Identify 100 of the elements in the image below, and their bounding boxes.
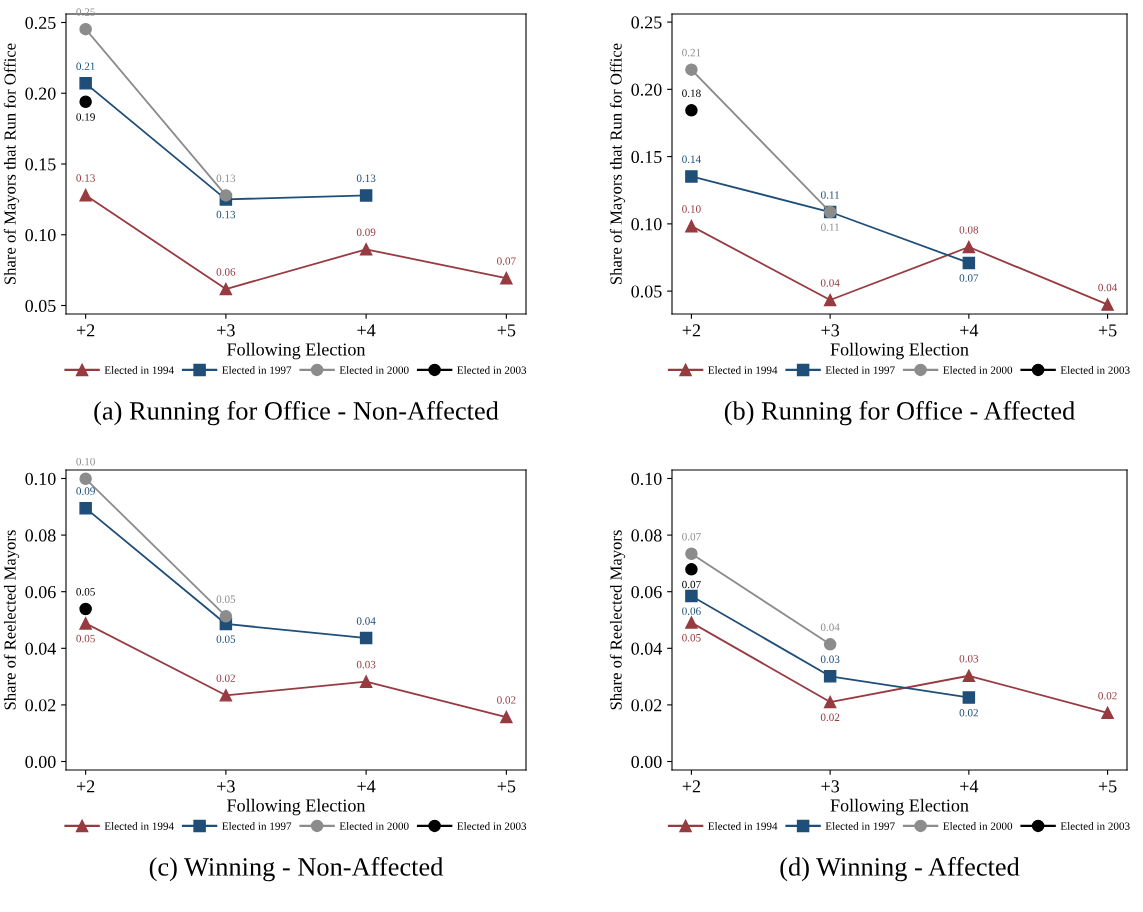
text: (c) Winning - Non-Affected — [149, 857, 444, 882]
data-label: 0.07 — [497, 257, 516, 265]
data-label: 0.06 — [682, 607, 701, 615]
legend-label: Elected in 1997 — [825, 822, 895, 830]
y-tick-label: 0.05 — [631, 285, 662, 298]
text: (d) Winning - Affected — [780, 857, 1020, 882]
data-label: 0.02 — [820, 713, 840, 722]
data-label: 0.19 — [76, 113, 95, 121]
legend-label: Elected in 1994 — [708, 822, 778, 830]
y-tick-label: 0.15 — [25, 158, 56, 171]
y-tick-label: 0.10 — [631, 218, 662, 231]
x-axis-title: Following Election — [227, 798, 366, 816]
x-tick-label: +3 — [217, 324, 235, 337]
y-tick-label: 0.08 — [25, 529, 56, 542]
data-label: 0.05 — [216, 595, 236, 603]
legend-label: Elected in 2000 — [339, 822, 409, 830]
legend-label: Elected in 1994 — [708, 366, 778, 374]
x-tick-label: +3 — [217, 780, 235, 793]
x-tick-label: +5 — [1098, 780, 1117, 793]
data-label: 0.21 — [682, 48, 701, 57]
legend-label: Elected in 2003 — [457, 366, 527, 374]
legend-label: Elected in 2000 — [943, 822, 1013, 830]
data-label: 0.02 — [497, 696, 516, 704]
y-tick-label: 0.10 — [25, 229, 56, 242]
y-axis-title: Share of Reelected Mayors — [3, 530, 20, 710]
data-label: 0.18 — [682, 89, 701, 97]
y-tick-label: 0.02 — [25, 699, 56, 712]
data-label: 0.09 — [356, 228, 376, 237]
data-label: 0.13 — [216, 174, 236, 183]
legend-label: Elected in 1997 — [222, 822, 292, 830]
data-label: 0.10 — [76, 457, 95, 466]
data-label: 0.07 — [959, 274, 979, 282]
data-label: 0.11 — [821, 223, 839, 232]
data-label: 0.10 — [682, 205, 701, 213]
data-label: 0.21 — [76, 62, 95, 71]
text: (a) Running for Office - Non-Affected — [94, 401, 499, 426]
data-label: 0.08 — [959, 226, 979, 234]
x-tick-label: +5 — [497, 324, 516, 337]
data-label: 0.03 — [820, 655, 840, 663]
y-tick-label: 0.06 — [631, 585, 662, 599]
y-axis-title: Share of Reelected Mayors — [609, 530, 626, 710]
data-label: 0.04 — [820, 623, 840, 632]
x-tick-label: +4 — [960, 324, 979, 337]
legend-label: Elected in 2003 — [1060, 366, 1130, 374]
x-tick-label: +5 — [497, 780, 516, 793]
x-tick-label: +3 — [821, 324, 840, 337]
data-label: 0.02 — [216, 674, 235, 682]
data-label: 0.09 — [76, 487, 95, 495]
legend-label: Elected in 1994 — [104, 366, 174, 374]
legend-label: Elected in 1997 — [222, 366, 292, 374]
y-tick-label: 0.08 — [631, 529, 662, 542]
data-label: 0.13 — [216, 210, 236, 219]
data-label: 0.11 — [821, 191, 839, 199]
data-label: 0.06 — [216, 268, 236, 276]
data-label: 0.05 — [76, 634, 95, 643]
x-tick-label: +2 — [682, 780, 701, 793]
y-tick-label: 0.06 — [25, 585, 56, 599]
data-label: 0.04 — [820, 279, 840, 287]
data-label: 0.05 — [216, 635, 236, 643]
data-label: 0.07 — [682, 580, 701, 589]
legend-label: Elected in 2000 — [943, 366, 1013, 374]
legend-label: Elected in 2003 — [1060, 822, 1130, 830]
data-label: 0.04 — [1098, 283, 1118, 292]
data-label: 0.02 — [959, 708, 978, 717]
y-tick-label: 0.25 — [631, 16, 662, 29]
x-tick-label: +2 — [76, 780, 95, 793]
y-tick-label: 0.10 — [25, 472, 56, 486]
legend-label: Elected in 2003 — [457, 822, 527, 830]
y-tick-label: 0.20 — [25, 87, 56, 100]
y-tick-label: 0.04 — [631, 642, 662, 655]
y-tick-label: 0.15 — [631, 150, 662, 164]
data-label: 0.14 — [682, 155, 701, 164]
x-tick-label: +5 — [1098, 324, 1117, 337]
y-tick-label: 0.02 — [631, 699, 662, 712]
y-tick-label: 0.05 — [25, 299, 56, 313]
y-tick-label: 0.10 — [631, 472, 662, 486]
x-axis-title: Following Election — [830, 798, 969, 816]
y-tick-label: 0.20 — [631, 83, 662, 96]
x-tick-label: +4 — [960, 780, 979, 793]
y-tick-label: 0.00 — [631, 755, 662, 769]
y-tick-label: 0.25 — [25, 16, 56, 30]
legend-label: Elected in 2000 — [339, 366, 409, 374]
x-axis-title: Following Election — [830, 342, 969, 360]
x-tick-label: +4 — [357, 780, 376, 793]
x-tick-label: +2 — [682, 324, 701, 337]
data-label: 0.03 — [959, 654, 979, 663]
data-label: 0.05 — [682, 633, 701, 642]
legend-label: Elected in 1997 — [825, 366, 895, 374]
y-tick-label: 0.04 — [25, 642, 56, 655]
y-axis-title: Share of Mayors that Run for Office — [3, 43, 20, 284]
y-axis-title: Share of Mayors that Run for Office — [609, 43, 626, 284]
data-label: 0.04 — [356, 617, 376, 625]
x-tick-label: +3 — [821, 780, 840, 793]
data-label: 0.05 — [76, 588, 95, 596]
y-tick-label: 0.00 — [25, 755, 56, 769]
data-label: 0.13 — [356, 174, 376, 183]
data-label: 0.13 — [76, 174, 95, 182]
x-tick-label: +2 — [76, 324, 95, 337]
legend-label: Elected in 1994 — [104, 822, 174, 830]
text: (b) Running for Office - Affected — [724, 401, 1075, 426]
